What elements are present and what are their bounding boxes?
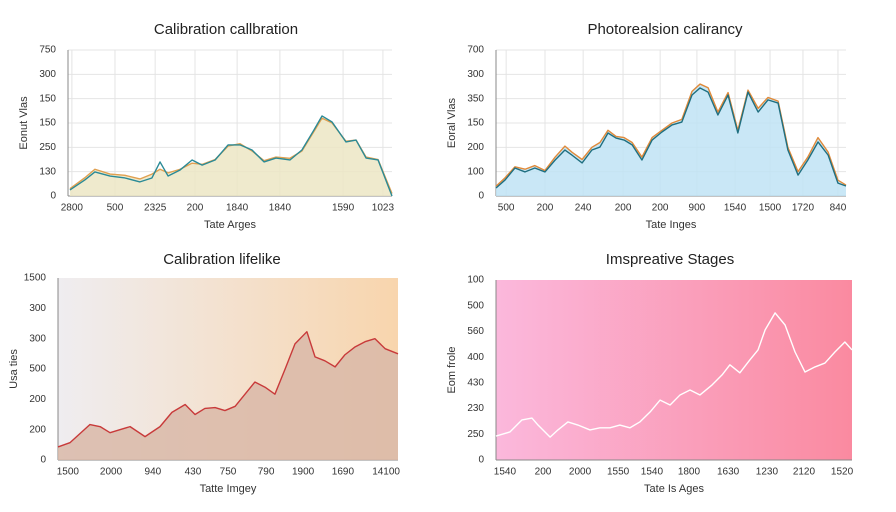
y-tick-label: 750 [39,45,56,56]
y-tick-label: 250 [467,429,484,440]
x-tick-label: 1500 [759,203,782,214]
y-tick-label: 130 [39,166,56,177]
x-tick-label: 1023 [372,203,395,214]
x-tick-label: 430 [185,467,202,478]
x-tick-label: 240 [575,203,592,214]
x-tick-label: 2325 [144,203,167,214]
area [496,84,846,196]
x-axis-title: Tate Arges [204,219,256,231]
x-tick-label: 1540 [641,467,664,478]
x-tick-label: 840 [830,203,847,214]
x-axis-title: Tate Inges [646,219,697,231]
x-tick-label: 790 [258,467,275,478]
x-tick-label: 14100 [372,467,400,478]
x-tick-label: 200 [652,203,669,214]
area [58,331,398,460]
line [495,312,853,438]
line [69,115,393,197]
y-axis-title: Eom frole [446,346,458,393]
y-tick-label: 0 [50,191,56,202]
x-tick-label: 1800 [678,467,701,478]
y-tick-label: 230 [467,403,484,414]
x-tick-label: 2000 [569,467,592,478]
x-tick-label: 2800 [61,203,84,214]
y-tick-label: 430 [467,377,484,388]
y-tick-label: 700 [467,45,484,56]
y-tick-label: 150 [39,118,56,129]
x-tick-label: 940 [145,467,162,478]
line [495,87,847,189]
y-tick-label: 200 [29,424,46,435]
x-tick-label: 1500 [57,467,80,478]
x-axis-title: Tatte Imgey [200,483,257,495]
x-tick-label: 1900 [292,467,315,478]
x-tick-label: 500 [498,203,515,214]
x-tick-label: 1720 [792,203,815,214]
x-axis-title: Tate Is Ages [644,483,704,495]
y-tick-label: 100 [467,166,484,177]
y-tick-label: 400 [467,352,484,363]
y-tick-label: 150 [39,93,56,104]
x-tick-label: 750 [220,467,237,478]
x-tick-label: 1590 [332,203,355,214]
y-tick-label: 250 [39,142,56,153]
y-tick-label: 0 [478,191,484,202]
x-tick-label: 1840 [269,203,292,214]
x-tick-label: 1540 [724,203,747,214]
x-tick-label: 2000 [100,467,123,478]
plot-background [496,280,852,460]
x-tick-label: 2120 [793,467,816,478]
chart-title: Photorealsion calirancy [587,21,743,38]
chart-title: Calibration callbration [154,21,298,38]
chart-title: Imspreative Stages [606,251,734,268]
y-tick-label: 0 [40,455,46,466]
y-tick-label: 100 [467,275,484,286]
y-tick-label: 150 [467,118,484,129]
x-tick-label: 1630 [717,467,740,478]
x-tick-label: 1550 [607,467,630,478]
x-tick-label: 1690 [332,467,355,478]
y-tick-label: 300 [467,69,484,80]
y-axis-title: Usa ties [8,349,20,389]
y-tick-label: 1500 [24,273,47,284]
x-tick-label: 1540 [494,467,517,478]
x-tick-label: 200 [615,203,632,214]
y-axis-title: Eonut Vlas [18,96,30,150]
y-tick-label: 200 [29,394,46,405]
y-tick-label: 500 [467,300,484,311]
y-axis-title: Eoral Vlas [446,97,458,148]
x-tick-label: 200 [187,203,204,214]
y-tick-label: 500 [29,364,46,375]
x-tick-label: 900 [689,203,706,214]
y-tick-label: 200 [467,142,484,153]
x-tick-label: 1840 [226,203,249,214]
y-tick-label: 0 [478,455,484,466]
y-tick-label: 350 [467,93,484,104]
x-tick-label: 1230 [756,467,779,478]
x-tick-label: 200 [535,467,552,478]
y-tick-label: 300 [29,303,46,314]
x-tick-label: 200 [537,203,554,214]
x-tick-label: 1520 [831,467,854,478]
area [69,118,392,196]
line [57,330,399,448]
y-tick-label: 300 [29,333,46,344]
y-tick-label: 300 [39,69,56,80]
chart-title: Calibration lifelike [163,251,281,268]
y-tick-label: 560 [467,326,484,337]
x-tick-label: 500 [107,203,124,214]
